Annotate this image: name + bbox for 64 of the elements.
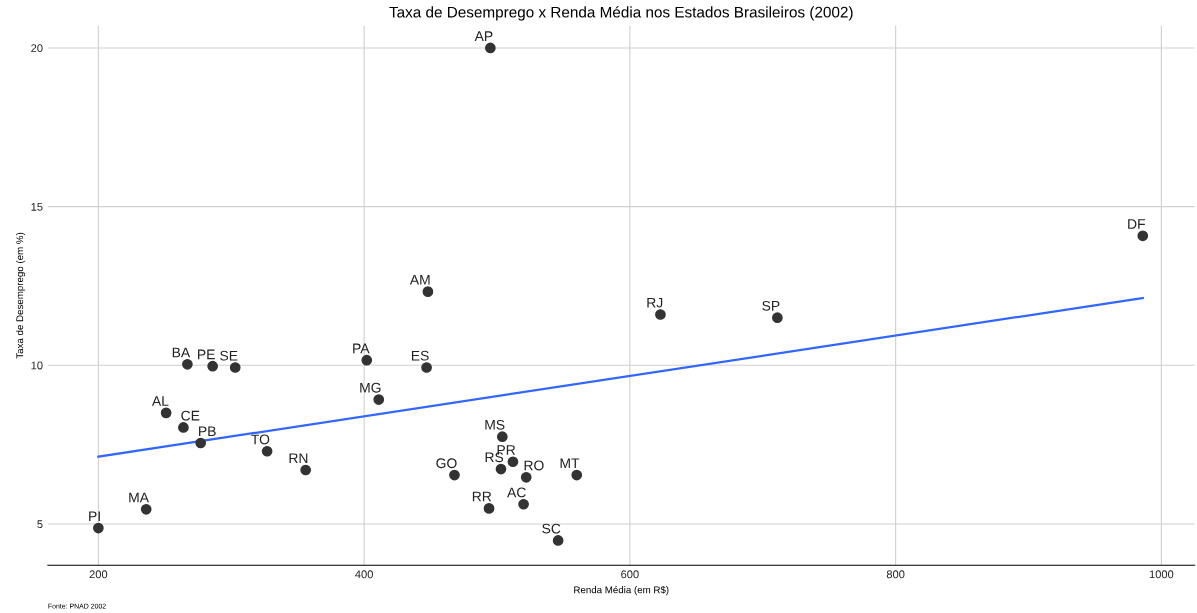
x-tick-label: 600: [621, 570, 639, 579]
point: [300, 464, 312, 476]
point: [495, 463, 507, 475]
y-axis-title: Taxa de Desemprego (em %): [16, 232, 26, 359]
point: [518, 498, 529, 510]
point: [207, 360, 219, 372]
y-tick-label: 10: [31, 361, 43, 370]
annotation: ES: [411, 350, 429, 361]
point: [496, 431, 508, 443]
point: [449, 469, 460, 481]
annotation: BA: [172, 347, 191, 358]
point: [261, 445, 273, 457]
annotation: CE: [181, 410, 200, 421]
annotation: SC: [542, 523, 561, 534]
x-axis-title: Renda Média (em R$): [574, 585, 669, 596]
point: [520, 471, 532, 483]
annotation: SP: [762, 300, 780, 311]
point: [421, 362, 432, 373]
point: [160, 407, 172, 419]
y-tick-label: 20: [31, 44, 43, 53]
annotation: RO: [524, 460, 544, 471]
point: [772, 312, 783, 324]
x-tick-label: 400: [355, 570, 373, 579]
annotation: AL: [151, 396, 169, 406]
point: [552, 535, 564, 546]
point: [507, 456, 519, 468]
annotation: MS: [485, 419, 505, 430]
point: [571, 469, 583, 481]
point: [373, 394, 385, 405]
annotation: PE: [198, 349, 215, 360]
y-tick-label: 15: [31, 203, 43, 211]
point: [178, 422, 189, 433]
point: [140, 503, 152, 515]
annotation: AP: [474, 31, 493, 41]
point: [422, 286, 434, 298]
annotation: GO: [436, 458, 457, 469]
point: [485, 42, 496, 54]
annotation: PB: [199, 426, 216, 436]
point: [229, 362, 241, 373]
point: [483, 503, 495, 514]
annotation: RR: [472, 491, 492, 502]
annotation: RN: [289, 453, 308, 463]
annotation: TO: [251, 434, 270, 445]
annotation: MT: [560, 458, 580, 469]
point: [361, 354, 373, 366]
point: [182, 358, 193, 370]
x-tick-label: 1000: [1149, 570, 1174, 579]
annotation: MG: [360, 382, 381, 393]
x-tick-label: 800: [886, 570, 905, 579]
y-tick-label: 5: [37, 520, 43, 529]
point: [195, 437, 207, 449]
annotation: PI: [89, 511, 100, 522]
annotation: DF: [1128, 219, 1146, 229]
point: [93, 522, 104, 534]
annotation: AM: [409, 275, 430, 285]
annotation: MA: [129, 492, 149, 503]
annotation: SE: [220, 350, 238, 361]
annotation: AC: [507, 487, 526, 498]
annotation: RJ: [647, 297, 663, 308]
chart-title: Taxa de Desemprego x Renda Média nos Estados Brasileiros (2002): [389, 6, 853, 21]
point: [1137, 230, 1149, 242]
x-tick-label: 200: [89, 570, 108, 579]
point: [655, 309, 666, 320]
annotation: PA: [353, 343, 370, 354]
